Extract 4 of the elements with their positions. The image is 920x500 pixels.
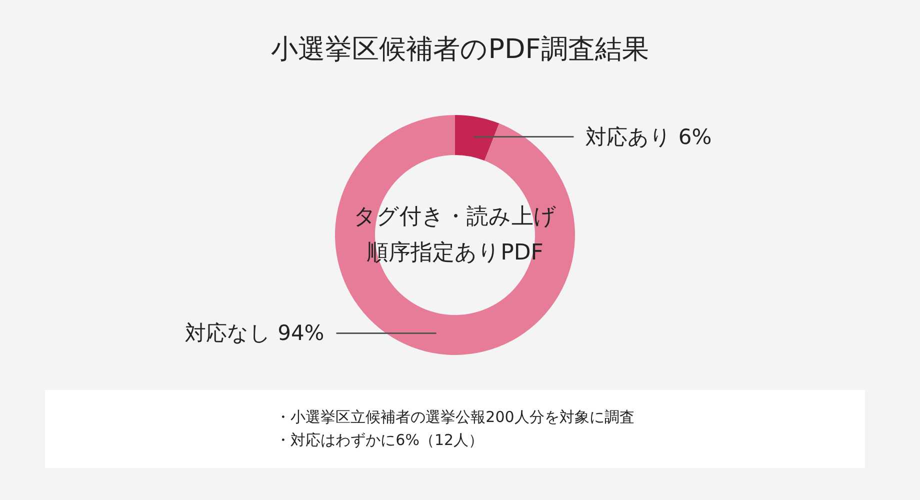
chart-title: 小選挙区候補者のPDF調査結果 bbox=[271, 34, 649, 65]
note-box: ・小選挙区立候補者の選挙公報200人分を対象に調査 ・対応はわずかに6%（12人） bbox=[45, 390, 865, 468]
slice-label: 対応なし 94% bbox=[184, 321, 324, 346]
slice-label: 対応あり 6% bbox=[586, 124, 712, 149]
